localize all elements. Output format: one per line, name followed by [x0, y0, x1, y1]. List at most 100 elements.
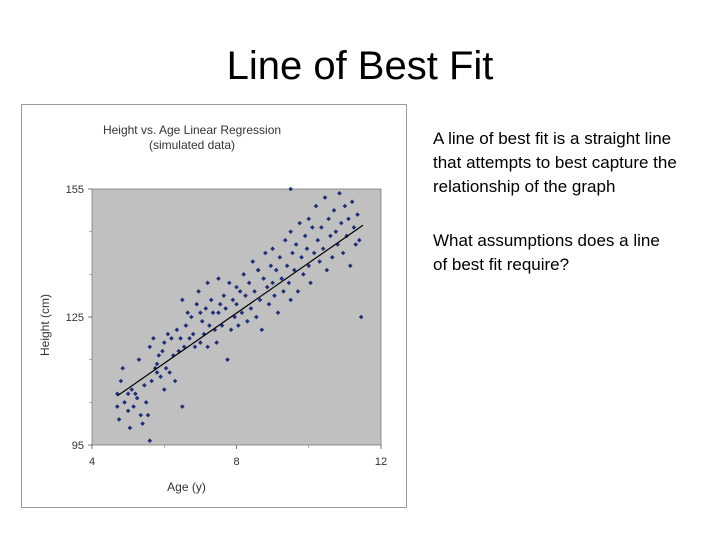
data-point [259, 327, 265, 333]
data-point [311, 250, 317, 256]
x-axis-label: Age (y) [167, 480, 206, 494]
data-point [270, 280, 275, 286]
data-point [275, 310, 281, 316]
data-point [208, 297, 214, 303]
data-point [136, 357, 142, 362]
data-point [223, 306, 228, 311]
data-point [116, 417, 122, 422]
data-point [226, 280, 232, 286]
data-point [324, 267, 330, 273]
data-point [180, 297, 185, 303]
data-point [203, 306, 209, 311]
data-point [185, 310, 191, 316]
data-point [212, 327, 218, 333]
data-point [266, 301, 272, 307]
data-point [151, 336, 156, 341]
data-point [255, 267, 261, 273]
data-point [205, 280, 210, 286]
data-point [245, 318, 250, 324]
data-point [257, 297, 263, 303]
text-line: relationship of the graph [433, 177, 616, 196]
data-point [180, 404, 185, 409]
data-point [248, 306, 254, 311]
data-point [228, 327, 234, 333]
axis-ticks: 95 125 155 4 8 12 [66, 184, 387, 468]
data-point [299, 254, 304, 260]
data-point [156, 353, 162, 358]
data-point [239, 310, 245, 316]
data-point [154, 370, 160, 375]
data-point [167, 370, 172, 375]
data-point [207, 323, 212, 328]
data-point [161, 387, 167, 392]
data-point [125, 408, 131, 414]
data-point [219, 323, 225, 328]
data-point [142, 382, 147, 388]
data-point [172, 378, 178, 384]
data-point [317, 259, 322, 264]
text-line: of best fit require? [433, 255, 570, 274]
slide-title: Line of Best Fit [226, 44, 494, 88]
data-point [295, 289, 301, 294]
data-point [114, 391, 120, 397]
data-point [158, 374, 163, 380]
data-point [268, 263, 274, 269]
data-point [297, 220, 303, 226]
data-point [236, 323, 241, 328]
data-point [192, 344, 198, 350]
data-point [351, 225, 357, 230]
data-point [198, 310, 203, 316]
text-line: What assumptions does a line [433, 231, 660, 250]
data-point [199, 318, 205, 324]
fit-line [116, 224, 364, 397]
data-point [118, 378, 124, 384]
scatter-chart: Height vs. Age Linear Regression (simula… [21, 104, 407, 508]
data-point [347, 263, 353, 269]
data-point [133, 391, 138, 397]
data-point [353, 242, 359, 247]
data-point [328, 233, 333, 239]
data-point [329, 254, 335, 260]
y-tick-label: 155 [66, 184, 84, 196]
data-point [292, 267, 297, 273]
data-point [358, 314, 364, 320]
data-point [337, 190, 342, 196]
data-point [281, 289, 286, 294]
data-point [355, 212, 360, 217]
data-point [163, 365, 169, 371]
data-point [261, 276, 266, 281]
data-point [333, 229, 339, 234]
data-point [252, 289, 257, 294]
data-point [346, 216, 351, 222]
chart-canvas: Height vs. Age Linear Regression (simula… [38, 123, 387, 494]
data-point [288, 186, 293, 192]
definition-paragraph: A line of best fit is a straight line th… [433, 127, 677, 199]
data-point [270, 246, 275, 252]
data-point [338, 220, 344, 226]
data-point [183, 323, 189, 328]
chart-title: Height vs. Age Linear Regression [103, 123, 281, 137]
data-point [145, 412, 151, 418]
data-point [290, 250, 295, 256]
data-point [301, 272, 306, 277]
data-point [293, 242, 299, 247]
data-point [284, 263, 290, 269]
data-point [190, 331, 196, 337]
data-point [320, 246, 326, 252]
data-point [241, 272, 247, 277]
data-point [322, 195, 328, 200]
data-point [254, 314, 259, 320]
data-point [272, 293, 277, 298]
data-point [217, 301, 223, 307]
data-point [246, 280, 252, 286]
x-tick-label: 8 [233, 456, 239, 468]
data-point [174, 327, 180, 333]
data-point [234, 301, 239, 307]
data-point [178, 336, 183, 341]
data-point [288, 297, 293, 303]
data-point [237, 289, 243, 294]
data-point [201, 331, 207, 337]
data-point [306, 216, 312, 222]
data-point [216, 276, 221, 281]
chart-subtitle: (simulated data) [149, 138, 235, 152]
